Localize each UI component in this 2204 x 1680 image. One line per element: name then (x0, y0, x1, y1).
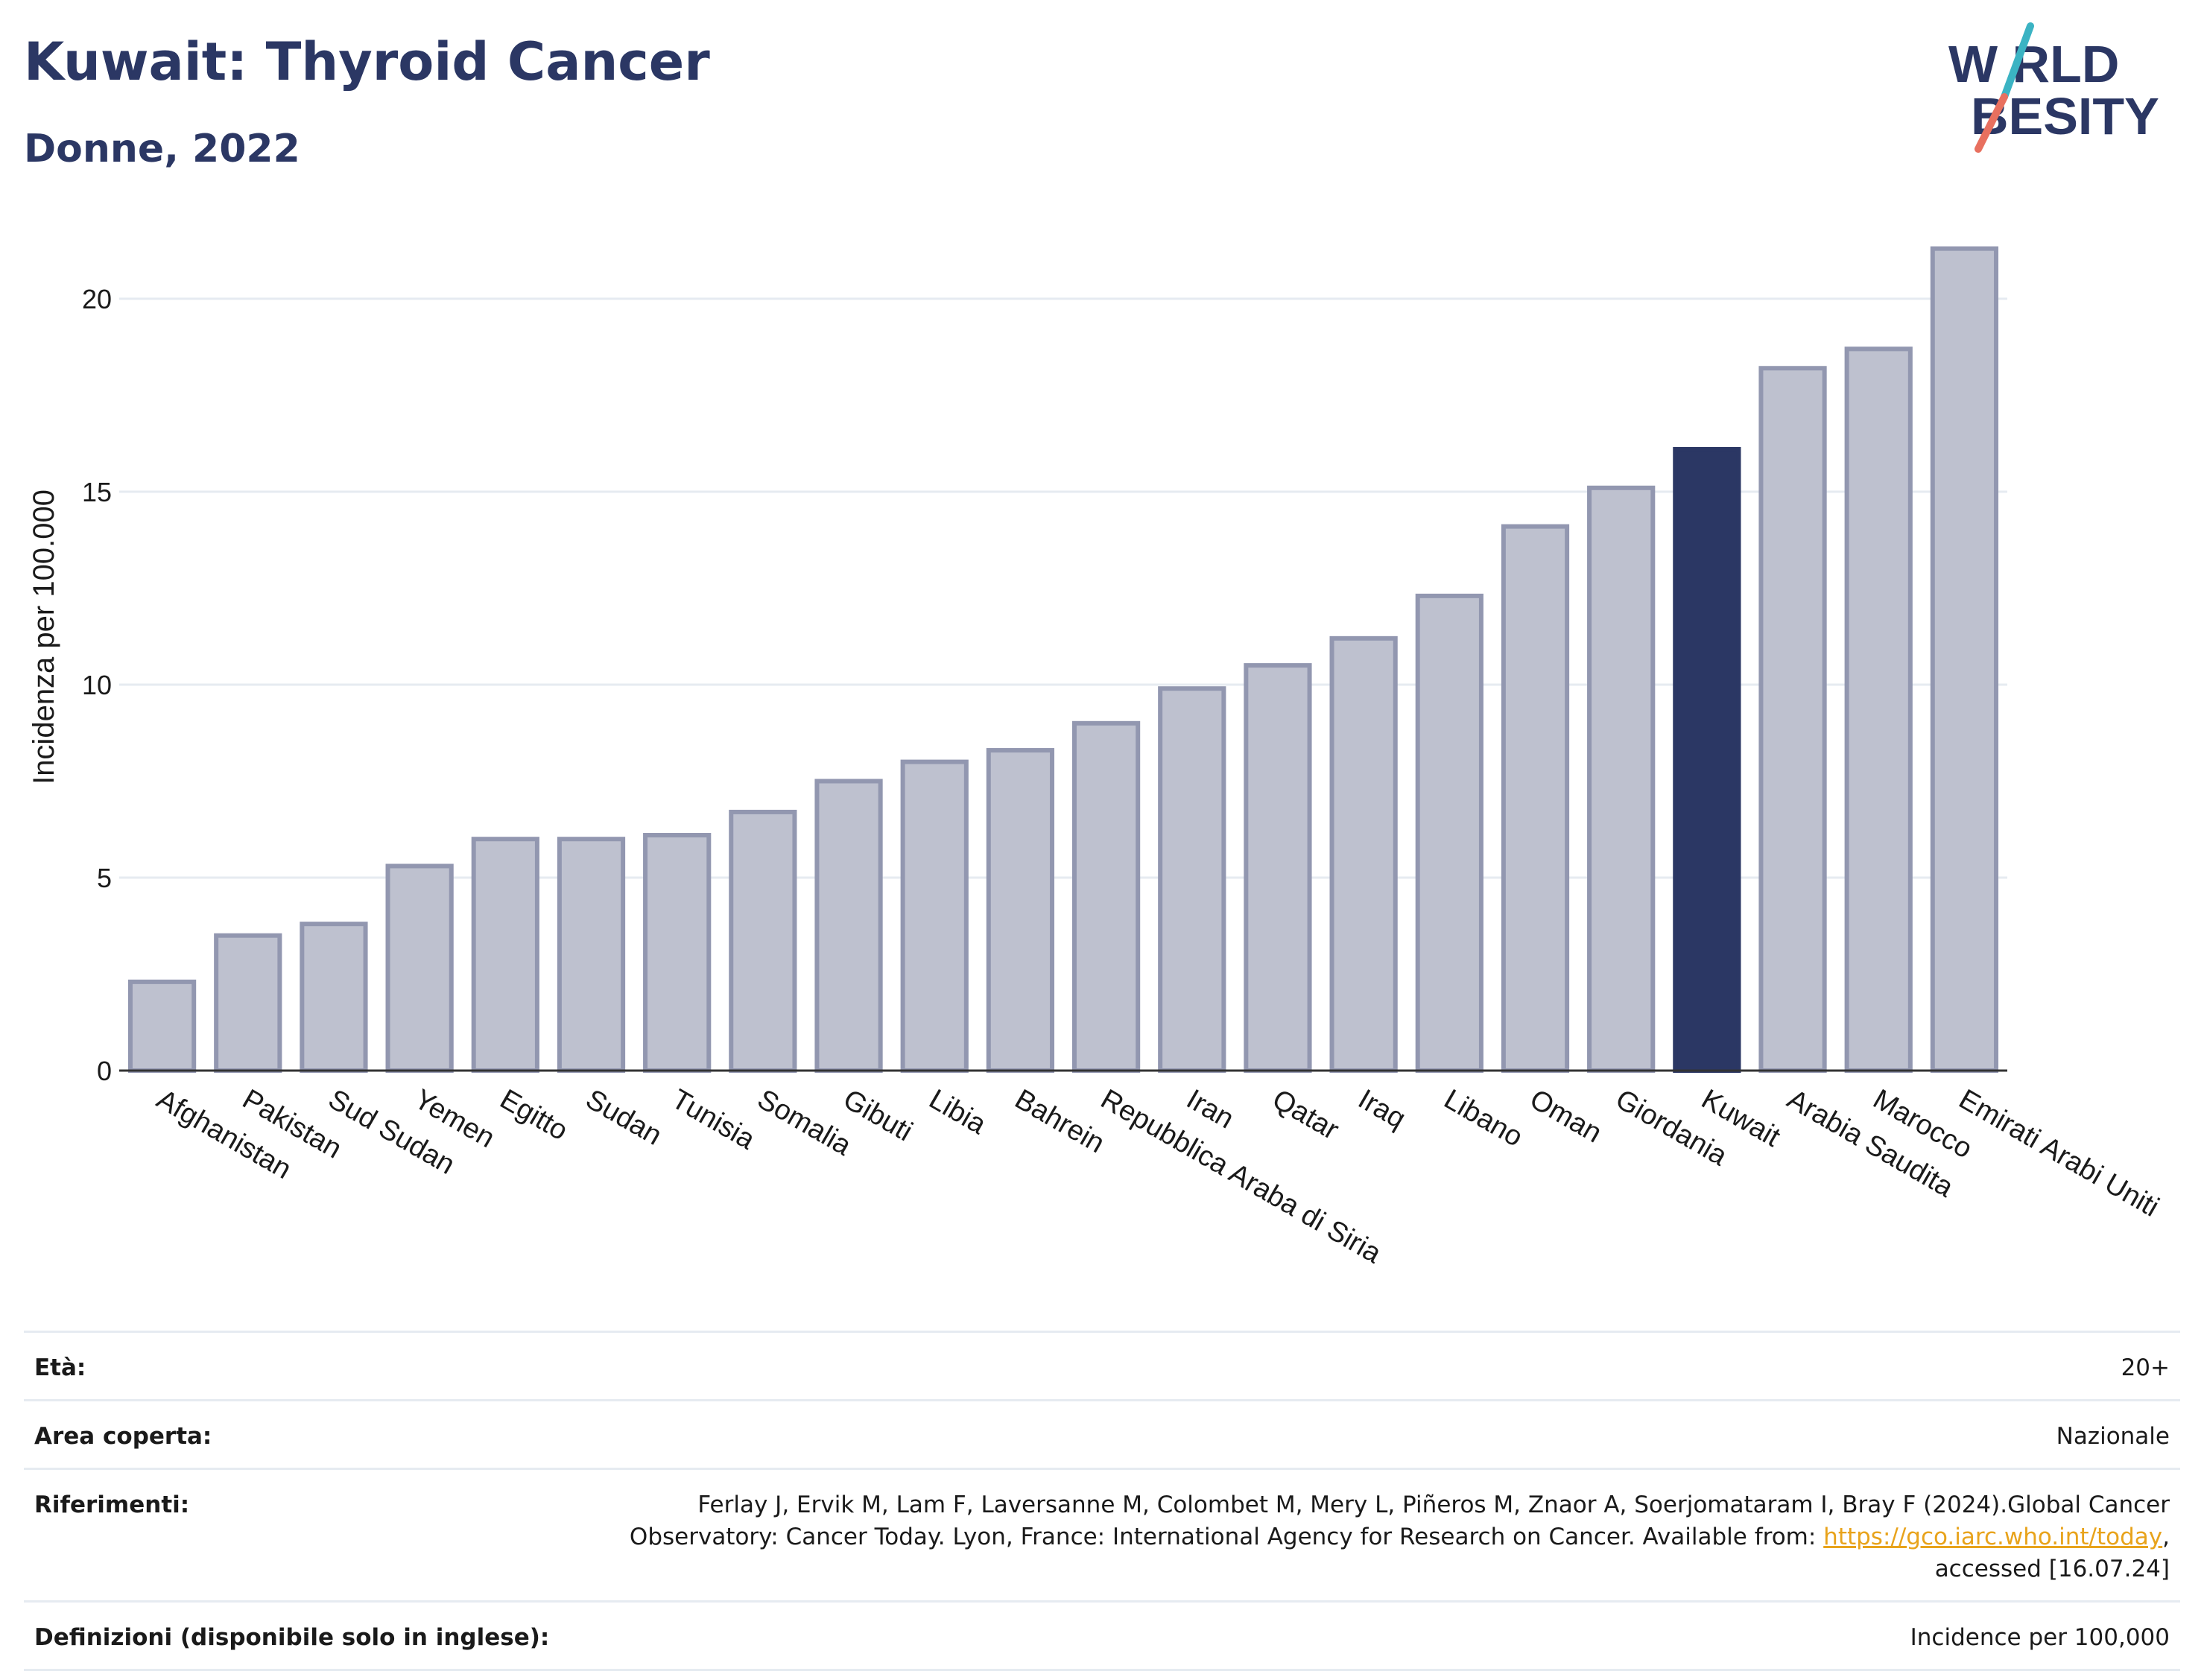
bar-iraq[interactable] (1329, 635, 1398, 1073)
bar-pakistan[interactable] (214, 933, 282, 1073)
bar-afghanistan[interactable] (127, 979, 197, 1073)
references-accessed: , accessed [16.07.24] (1934, 1524, 2170, 1582)
y-axis-label: Incidenza per 100.000 (28, 489, 60, 784)
area-label: Area coperta: (34, 1423, 212, 1450)
x-tick-label: Oman (1524, 1083, 1607, 1149)
bar-libano[interactable] (1415, 593, 1483, 1073)
y-tick-label: 0 (97, 1056, 112, 1086)
meta-row-area: Area coperta: Nazionale (24, 1399, 2180, 1468)
bar-bahrein[interactable] (986, 748, 1055, 1073)
bar-layer (127, 246, 1999, 1074)
bar-kuwait[interactable] (1673, 447, 1741, 1073)
age-value: 20+ (2121, 1354, 2170, 1381)
bar-iran[interactable] (1158, 686, 1226, 1073)
y-tick-label: 15 (82, 477, 112, 507)
bar-somalia[interactable] (729, 809, 797, 1073)
definitions-value: Incidence per 100,000 (1910, 1624, 2170, 1651)
y-tick-label: 20 (82, 284, 112, 314)
x-tick-label: Libia (924, 1083, 992, 1141)
meta-row-references: Riferimenti: Ferlay J, Ervik M, Lam F, L… (24, 1468, 2180, 1600)
x-tick-label: Sudan (580, 1083, 667, 1151)
y-tick-label: 5 (97, 863, 112, 893)
references-text: Ferlay J, Ervik M, Lam F, Laversanne M, … (629, 1492, 2170, 1550)
x-tick-label: Libano (1439, 1083, 1528, 1153)
chart-subtitle: Donne, 2022 (24, 127, 300, 171)
world-obesity-logo[interactable]: W RLD BESITY (1937, 15, 2191, 164)
x-tick-label: Qatar (1267, 1083, 1344, 1146)
meta-row-age: Età: 20+ (24, 1331, 2180, 1399)
y-tick-label: 10 (82, 670, 112, 700)
age-label: Età: (34, 1354, 86, 1381)
logo-slash-coral (1975, 93, 2008, 153)
bar-tunisia[interactable] (643, 833, 712, 1074)
x-tick-label: Iraq (1353, 1083, 1411, 1135)
x-tick-label: Tunisia (666, 1083, 761, 1156)
bar-giordania[interactable] (1587, 485, 1656, 1073)
meta-row-definitions: Definizioni (disponibile solo in inglese… (24, 1600, 2180, 1671)
logo-slash-teal (2001, 22, 2034, 101)
bar-arabia-saudita[interactable] (1758, 366, 1827, 1073)
bar-oman[interactable] (1501, 524, 1570, 1073)
references-label: Riferimenti: (34, 1492, 190, 1518)
bar-qatar[interactable] (1244, 663, 1312, 1073)
x-tick-label: Somalia (752, 1083, 857, 1161)
logo-line-1: W RLD (1948, 35, 2119, 93)
x-tick-label: Bahrein (1010, 1083, 1109, 1159)
bar-sudan[interactable] (557, 837, 626, 1073)
x-tick-label: Repubblica Araba di Siria (1095, 1083, 1387, 1269)
bar-marocco[interactable] (1844, 346, 1913, 1073)
bar-yemen[interactable] (385, 863, 454, 1073)
area-value: Nazionale (2056, 1423, 2170, 1450)
bar-egitto[interactable] (471, 837, 539, 1073)
references-value: Ferlay J, Ervik M, Lam F, Laversanne M, … (605, 1489, 2170, 1585)
references-link[interactable]: https://gco.iarc.who.int/today (1823, 1524, 2163, 1550)
bar-gibuti[interactable] (814, 779, 883, 1073)
x-tick-label: Emirati Arabi Uniti (1954, 1083, 2165, 1223)
definitions-label: Definizioni (disponibile solo in inglese… (34, 1624, 550, 1651)
bar-emirati-arabi-uniti[interactable] (1930, 246, 1999, 1073)
x-tick-label: Iran (1181, 1083, 1239, 1135)
chart-title: Kuwait: Thyroid Cancer (24, 31, 710, 92)
metadata-table: Età: 20+ Area coperta: Nazionale Riferim… (24, 1331, 2180, 1671)
bar-repubblica-araba-di-siria[interactable] (1071, 720, 1141, 1073)
bar-sud-sudan[interactable] (300, 922, 368, 1074)
bar-libia[interactable] (900, 759, 969, 1073)
x-tick-label: Egitto (495, 1083, 573, 1147)
